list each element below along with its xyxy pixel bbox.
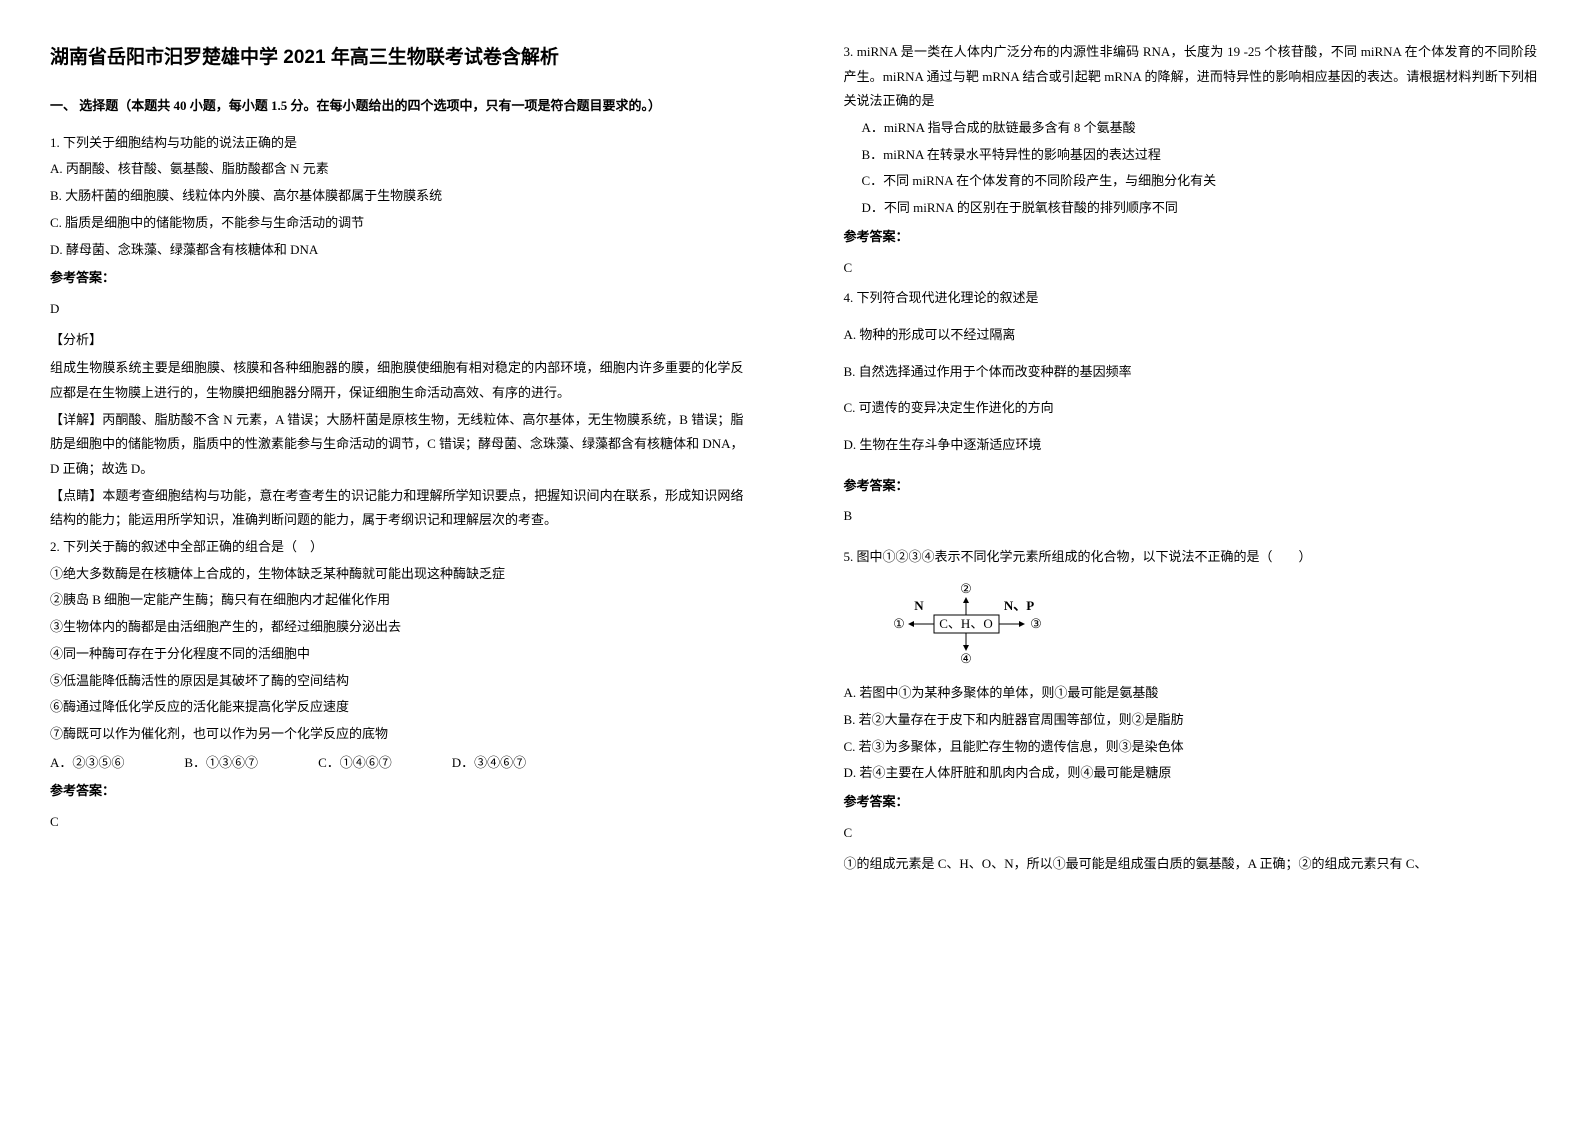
q2-option-c: C．①④⑥⑦: [318, 751, 392, 776]
section-header: 一、 选择题（本题共 40 小题，每小题 1.5 分。在每小题给出的四个选项中，…: [50, 94, 744, 119]
q3-option-d: D．不同 miRNA 的区别在于脱氧核苷酸的排列顺序不同: [844, 196, 1538, 221]
q5-explain: ①的组成元素是 C、H、O、N，所以①最可能是组成蛋白质的氨基酸，A 正确；②的…: [844, 852, 1538, 877]
q3-option-b: B．miRNA 在转录水平特异性的影响基因的表达过程: [844, 143, 1538, 168]
q5-option-b: B. 若②大量存在于皮下和内脏器官周围等部位，则②是脂肪: [844, 708, 1538, 733]
exam-title: 湖南省岳阳市汨罗楚雄中学 2021 年高三生物联考试卷含解析: [50, 40, 744, 76]
q2-stem: 2. 下列关于酶的叙述中全部正确的组合是（ ）: [50, 535, 744, 560]
q3-option-c: C．不同 miRNA 在个体发育的不同阶段产生，与细胞分化有关: [844, 169, 1538, 194]
q3-option-a: A．miRNA 指导合成的肽链最多含有 8 个氨基酸: [844, 116, 1538, 141]
left-column: 湖南省岳阳市汨罗楚雄中学 2021 年高三生物联考试卷含解析 一、 选择题（本题…: [0, 0, 794, 1122]
q1-answer: D: [50, 297, 744, 322]
q2-s3: ③生物体内的酶都是由活细胞产生的，都经过细胞膜分泌出去: [50, 615, 744, 640]
left-label: N: [914, 598, 924, 613]
q2-answer: C: [50, 810, 744, 835]
q2-s6: ⑥酶通过降低化学反应的活化能来提高化学反应速度: [50, 695, 744, 720]
q2-s2: ②胰岛 B 细胞一定能产生酶；酶只有在细胞内才起催化作用: [50, 588, 744, 613]
q1-option-b: B. 大肠杆菌的细胞膜、线粒体内外膜、高尔基体膜都属于生物膜系统: [50, 184, 744, 209]
q1-analysis-label: 【分析】: [50, 328, 744, 353]
q2-s5: ⑤低温能降低酶活性的原因是其破坏了酶的空间结构: [50, 669, 744, 694]
q4-option-c: C. 可遗传的变异决定生作进化的方向: [844, 396, 1538, 421]
q5-answer: C: [844, 821, 1538, 846]
q5-option-a: A. 若图中①为某种多聚体的单体，则①最可能是氨基酸: [844, 681, 1538, 706]
right-label: N、P: [1003, 598, 1033, 613]
q2-option-a: A．②③⑤⑥: [50, 751, 124, 776]
q2-option-d: D．③④⑥⑦: [452, 751, 526, 776]
q4-answer-label: 参考答案：: [844, 474, 1538, 499]
q1-option-d: D. 酵母菌、念珠藻、绿藻都含有核糖体和 DNA: [50, 238, 744, 263]
q5-answer-label: 参考答案：: [844, 790, 1538, 815]
q4-option-b: B. 自然选择通过作用于个体而改变种群的基因频率: [844, 360, 1538, 385]
q2-answer-label: 参考答案：: [50, 779, 744, 804]
right-column: 3. miRNA 是一类在人体内广泛分布的内源性非编码 RNA，长度为 19 -…: [794, 0, 1587, 1122]
bottom-num: ④: [960, 651, 972, 665]
q1-stem: 1. 下列关于细胞结构与功能的说法正确的是: [50, 131, 744, 156]
q2-s4: ④同一种酶可存在于分化程度不同的活细胞中: [50, 642, 744, 667]
q1-option-c: C. 脂质是细胞中的储能物质，不能参与生命活动的调节: [50, 211, 744, 236]
q2-option-b: B．①③⑥⑦: [184, 751, 258, 776]
q5-stem: 5. 图中①②③④表示不同化学元素所组成的化合物，以下说法不正确的是（ ）: [844, 545, 1538, 570]
q4-option-d: D. 生物在生存斗争中逐渐适应环境: [844, 433, 1538, 458]
q3-answer-label: 参考答案：: [844, 225, 1538, 250]
right-num: ③: [1030, 616, 1042, 631]
q5-diagram: C、H、O ① N ② ③ N、P ④: [884, 580, 1054, 665]
q2-options-row: A．②③⑤⑥ B．①③⑥⑦ C．①④⑥⑦ D．③④⑥⑦: [50, 751, 744, 776]
q3-stem: 3. miRNA 是一类在人体内广泛分布的内源性非编码 RNA，长度为 19 -…: [844, 40, 1538, 114]
q5-option-c: C. 若③为多聚体，且能贮存生物的遗传信息，则③是染色体: [844, 735, 1538, 760]
q3-answer: C: [844, 256, 1538, 281]
q1-detail: 【详解】丙酮酸、脂肪酸不含 N 元素，A 错误；大肠杆菌是原核生物，无线粒体、高…: [50, 408, 744, 482]
top-num: ②: [960, 581, 972, 596]
left-num: ①: [893, 616, 905, 631]
q4-option-a: A. 物种的形成可以不经过隔离: [844, 323, 1538, 348]
q1-option-a: A. 丙酮酸、核苷酸、氨基酸、脂肪酸都含 N 元素: [50, 157, 744, 182]
q2-s1: ①绝大多数酶是在核糖体上合成的，生物体缺乏某种酶就可能出现这种酶缺乏症: [50, 562, 744, 587]
center-text: C、H、O: [939, 616, 992, 631]
q5-option-d: D. 若④主要在人体肝脏和肌肉内合成，则④最可能是糖原: [844, 761, 1538, 786]
q1-answer-label: 参考答案：: [50, 266, 744, 291]
q1-point: 【点睛】本题考查细胞结构与功能，意在考查考生的识记能力和理解所学知识要点，把握知…: [50, 484, 744, 533]
q4-answer: B: [844, 504, 1538, 529]
q1-analysis: 组成生物膜系统主要是细胞膜、核膜和各种细胞器的膜，细胞膜使细胞有相对稳定的内部环…: [50, 356, 744, 405]
q2-s7: ⑦酶既可以作为催化剂，也可以作为另一个化学反应的底物: [50, 722, 744, 747]
q4-stem: 4. 下列符合现代进化理论的叙述是: [844, 286, 1538, 311]
